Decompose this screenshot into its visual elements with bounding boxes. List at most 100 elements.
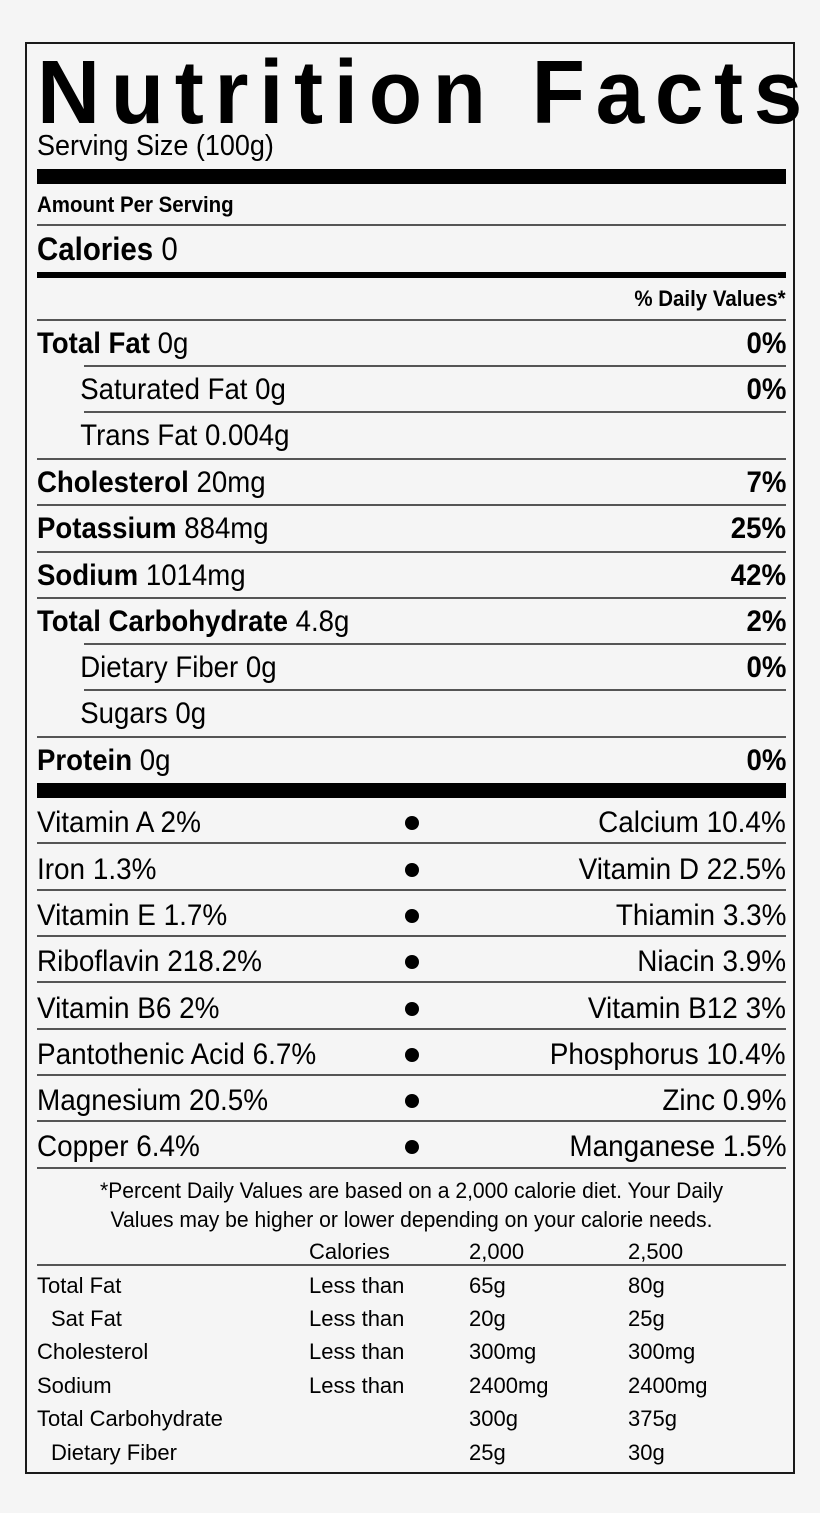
daily-values-header: % Daily Values* xyxy=(634,286,786,311)
vitamin-left: Magnesium 20.5% xyxy=(37,1084,269,1117)
ref-qualifier: Less than xyxy=(309,1306,405,1331)
bullet-icon xyxy=(405,863,419,877)
nutrient-row-sugars: Sugars 0g xyxy=(37,691,786,737)
calories-value: 0 xyxy=(161,230,178,267)
ref-2000-value: 300mg xyxy=(469,1339,537,1364)
divider xyxy=(37,1264,786,1266)
divider xyxy=(84,689,786,691)
vitamin-left: Riboflavin 218.2% xyxy=(37,945,262,978)
nutrient-amount: 0g xyxy=(139,744,171,777)
bullet-icon xyxy=(405,816,419,830)
divider xyxy=(37,842,786,844)
serving-size: Serving Size (100g) xyxy=(37,130,274,162)
divider xyxy=(37,1028,786,1030)
vitamin-left: Pantothenic Acid 6.7% xyxy=(37,1038,317,1071)
divider xyxy=(37,981,786,983)
nutrient-dv: 2% xyxy=(746,605,786,638)
vitamin-row: Vitamin B6 2% Vitamin B12 3% xyxy=(37,986,786,1032)
ref-2500-value: 2400mg xyxy=(628,1373,708,1398)
bullet-icon xyxy=(405,1094,419,1108)
nutrient-amount: 1014mg xyxy=(145,559,246,592)
divider xyxy=(37,224,786,226)
ref-2000-value: 65g xyxy=(469,1273,506,1298)
vitamin-row: Copper 6.4% Manganese 1.5% xyxy=(37,1124,786,1170)
vitamin-row: Riboflavin 218.2% Niacin 3.9% xyxy=(37,939,786,985)
vitamin-row: Vitamin A 2% Calcium 10.4% xyxy=(37,800,786,846)
reference-table-row: Sodium Less than 2400mg 2400mg xyxy=(37,1369,786,1403)
footnote-line-2: Values may be higher or lower depending … xyxy=(110,1207,713,1232)
vitamin-row: Iron 1.3% Vitamin D 22.5% xyxy=(37,847,786,893)
ref-qualifier: Less than xyxy=(309,1339,405,1364)
divider xyxy=(37,504,786,506)
nutrient-dv: 0% xyxy=(746,744,786,777)
nutrient-name: Sodium xyxy=(37,559,139,592)
divider xyxy=(37,1074,786,1076)
nutrient-row-total-carbohydrate: Total Carbohydrate 4.8g 2% xyxy=(37,599,786,645)
ref-2000-value: 2400mg xyxy=(469,1373,549,1398)
nutrient-dv: 7% xyxy=(746,466,786,499)
daily-values-header-row: % Daily Values* xyxy=(37,276,786,322)
nutrient-amount: 0g xyxy=(157,327,189,360)
amount-per-serving: Amount Per Serving xyxy=(37,192,234,217)
nutrient-row-potassium: Potassium 884mg 25% xyxy=(37,506,786,552)
nutrient-amount: 0.004g xyxy=(205,419,290,452)
nutrient-dv: 0% xyxy=(746,327,786,360)
ref-nutrient: Total Carbohydrate xyxy=(37,1406,223,1431)
vitamin-right: Phosphorus 10.4% xyxy=(550,1038,786,1071)
thick-divider xyxy=(37,783,786,798)
nutrient-dv: 42% xyxy=(730,559,786,592)
nutrient-row-sodium: Sodium 1014mg 42% xyxy=(37,553,786,599)
nutrient-name: Total Fat xyxy=(37,327,150,360)
vitamin-right: Thiamin 3.3% xyxy=(615,899,786,932)
divider xyxy=(84,643,786,645)
reference-table-row: Total Fat Less than 65g 80g xyxy=(37,1269,786,1303)
nutrient-amount: 0g xyxy=(175,697,207,730)
vitamin-right: Niacin 3.9% xyxy=(637,945,786,978)
bullet-icon xyxy=(405,1002,419,1016)
ref-nutrient: Total Fat xyxy=(37,1273,122,1298)
bullet-icon xyxy=(405,955,419,969)
calories-label: Calories xyxy=(37,230,154,267)
vitamin-right: Vitamin D 22.5% xyxy=(578,853,786,886)
ref-2000-value: 25g xyxy=(469,1440,506,1465)
nutrient-row-cholesterol: Cholesterol 20mg 7% xyxy=(37,460,786,506)
ref-nutrient: Sat Fat xyxy=(51,1306,122,1331)
ref-2500-value: 80g xyxy=(628,1273,665,1298)
ref-2000-value: 300g xyxy=(469,1406,518,1431)
medium-divider xyxy=(37,272,786,278)
label-title: Nutrition Facts xyxy=(37,43,814,143)
reference-table-row: Total Carbohydrate 300g 375g xyxy=(37,1402,786,1436)
ref-header-calories: Calories xyxy=(309,1239,390,1264)
vitamin-row: Vitamin E 1.7% Thiamin 3.3% xyxy=(37,893,786,939)
divider xyxy=(84,365,786,367)
ref-2500-value: 25g xyxy=(628,1306,665,1331)
nutrient-name: Protein xyxy=(37,744,133,777)
reference-table-header: Calories 2,000 2,500 xyxy=(37,1235,786,1269)
nutrient-dv: 0% xyxy=(746,373,786,406)
vitamin-row: Pantothenic Acid 6.7% Phosphorus 10.4% xyxy=(37,1032,786,1078)
divider xyxy=(37,1120,786,1122)
nutrient-row-protein: Protein 0g 0% xyxy=(37,738,786,784)
nutrient-name: Saturated Fat xyxy=(80,373,248,406)
nutrition-facts-label: Nutrition Facts Serving Size (100g) Amou… xyxy=(25,42,814,1474)
bullet-icon xyxy=(405,1048,419,1062)
vitamin-right: Calcium 10.4% xyxy=(598,806,786,839)
footnote: *Percent Daily Values are based on a 2,0… xyxy=(52,1176,771,1234)
nutrient-row-trans-fat: Trans Fat 0.004g xyxy=(37,413,786,459)
ref-header-2000: 2,000 xyxy=(469,1239,525,1264)
reference-table-row: Dietary Fiber 25g 30g xyxy=(37,1436,786,1470)
ref-nutrient: Dietary Fiber xyxy=(51,1440,177,1465)
nutrient-amount: 0g xyxy=(245,651,277,684)
nutrient-name: Total Carbohydrate xyxy=(37,605,288,638)
vitamin-left: Vitamin B6 2% xyxy=(37,992,220,1025)
ref-header-2500: 2,500 xyxy=(628,1239,684,1264)
ref-nutrient: Sodium xyxy=(37,1373,112,1398)
vitamin-right: Manganese 1.5% xyxy=(568,1130,786,1163)
footnote-line-1: *Percent Daily Values are based on a 2,0… xyxy=(99,1178,724,1203)
nutrient-name: Dietary Fiber xyxy=(80,651,239,684)
nutrient-name: Potassium xyxy=(37,512,177,545)
divider xyxy=(37,458,786,460)
ref-2500-value: 30g xyxy=(628,1440,665,1465)
nutrient-name: Trans Fat xyxy=(80,419,198,452)
nutrient-amount: 20mg xyxy=(196,466,266,499)
